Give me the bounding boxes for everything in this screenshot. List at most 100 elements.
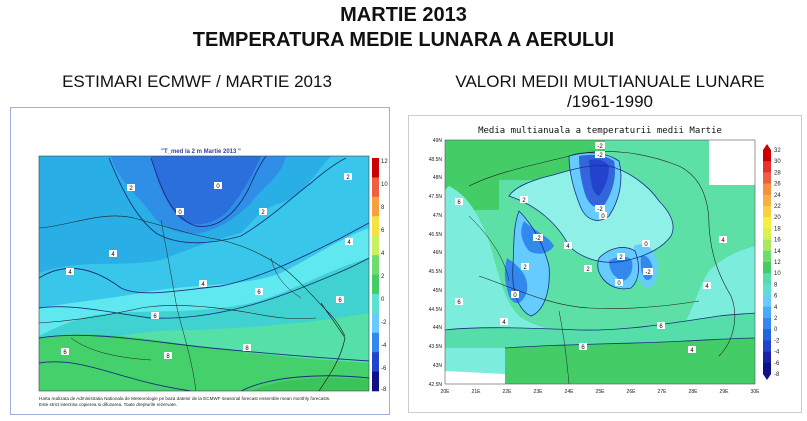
colorbar-swatch	[763, 172, 771, 184]
contour-label: 0	[617, 281, 621, 287]
lat-label: 44N	[433, 325, 443, 331]
colorbar-label: 8	[774, 282, 778, 288]
colorbar-label: -8	[774, 372, 780, 378]
lat-label: 46.5N	[429, 232, 443, 238]
colorbar-label: 8	[381, 205, 385, 211]
colorbar-swatch	[763, 239, 771, 252]
contour-label: 2	[586, 267, 590, 273]
colorbar-label: 6	[381, 228, 385, 234]
right-map-heading: VALORI MEDII MULTIANUALE LUNARE /1961-19…	[420, 72, 800, 112]
colorbar-label: 2	[381, 274, 385, 280]
contour-label: 2	[261, 210, 265, 216]
contour-label: -2	[597, 144, 603, 150]
colorbar-label: 4	[774, 305, 778, 311]
colorbar-label: 32	[774, 148, 781, 154]
lon-label: 28E	[689, 389, 699, 395]
colorbar-swatch	[763, 284, 771, 296]
colorbar-swatch	[372, 196, 379, 217]
contour-label: 0	[644, 242, 648, 248]
lon-label: 24E	[565, 389, 575, 395]
colorbar-label: 24	[774, 193, 781, 199]
colorbar-label: 0	[381, 297, 385, 303]
lon-label: 25E	[596, 389, 606, 395]
colorbar-swatch	[763, 183, 771, 196]
colorbar-swatch	[763, 351, 771, 364]
lon-label: 27E	[658, 389, 668, 395]
lon-label: 20E	[441, 389, 451, 395]
contour-label: 6	[581, 345, 585, 351]
ecmwf-map-title: "T_med la 2 m Martie 2013 "	[161, 149, 241, 155]
lon-label: 29E	[720, 389, 730, 395]
colorbar-swatch	[372, 158, 379, 178]
lat-label: 46N	[433, 250, 443, 256]
contour-label: -2	[597, 153, 603, 159]
multiannual-colorbar	[763, 144, 771, 380]
colorbar-swatch	[763, 340, 771, 352]
contour-label: 0	[178, 210, 182, 216]
contour-label: -2	[597, 207, 603, 213]
page-title: MARTIE 2013	[340, 4, 467, 26]
colorbar-label: 28	[774, 170, 781, 176]
colorbar-swatch	[372, 352, 379, 372]
page-subtitle: TEMPERATURA MEDIE LUNARA A AERULUI	[192, 29, 615, 51]
colorbar-label: -2	[774, 338, 780, 344]
colorbar-swatch	[763, 306, 771, 319]
multiannual-map: Media multianuala a temperaturii medii M…	[429, 126, 782, 395]
contour-label: 6	[457, 200, 461, 206]
colorbar-swatch	[763, 273, 771, 285]
colorbar-swatch	[372, 371, 379, 392]
lat-label: 45.5N	[429, 269, 443, 275]
colorbar-label: 10	[774, 271, 781, 277]
contour-label: 2	[346, 175, 350, 181]
multiannual-contour-labels: -2 -2 -2 -2 -2 0 0 0 0 2 2 2 2 4 4 4 4 4…	[455, 142, 727, 354]
colorbar-swatch	[372, 313, 379, 334]
colorbar-swatch	[763, 161, 771, 173]
colorbar-swatch	[372, 255, 379, 275]
colorbar-label: 0	[774, 327, 778, 333]
colorbar-swatch	[372, 293, 379, 314]
ecmwf-temperature-field: 0 0 2 2 2 4 4 4 4 6 6 6 6 8 8	[39, 156, 369, 391]
colorbar-label: -6	[381, 366, 387, 372]
lat-label: 42.5N	[429, 382, 443, 388]
footer-line: Este strict interzisa copierea si difuza…	[39, 402, 178, 407]
contour-label: 6	[153, 314, 157, 320]
contour-label: 6	[659, 324, 663, 330]
contour-label: 0	[216, 184, 220, 190]
colorbar-label: 10	[381, 182, 388, 188]
ecmwf-colorbar-labels: 12 10 8 6 4 2 0 -2 -4 -6 -8	[381, 159, 388, 393]
lat-label: 44.5N	[429, 307, 443, 313]
colorbar-min-arrow	[763, 374, 771, 380]
colorbar-label: 12	[381, 159, 388, 165]
colorbar-label: 14	[774, 249, 781, 255]
colorbar-swatch	[372, 235, 379, 256]
colorbar-swatch	[763, 150, 771, 162]
colorbar-label: -4	[381, 343, 387, 349]
contour-label: 2	[619, 255, 623, 261]
contour-label: 0	[601, 214, 605, 220]
colorbar-label: 12	[774, 260, 781, 266]
contour-label: 4	[721, 238, 725, 244]
contour-label: 4	[705, 284, 709, 290]
colorbar-label: -2	[381, 320, 387, 326]
colorbar-swatch	[763, 250, 771, 263]
colorbar-label: 18	[774, 226, 781, 232]
colorbar-label: 4	[381, 251, 385, 257]
colorbar-swatch	[763, 217, 771, 229]
contour-label: 4	[566, 244, 570, 250]
latitude-labels: 49N 48.5N 48N 47.5N 47N 46.5N 46N 45.5N …	[429, 138, 443, 388]
lon-label: 22E	[503, 389, 513, 395]
colorbar-label: 6	[774, 294, 778, 300]
contour-label: 2	[522, 198, 526, 204]
colorbar-swatch	[372, 216, 379, 236]
colorbar-swatch	[763, 206, 771, 218]
colorbar-swatch	[763, 295, 771, 308]
contour-label: 4	[201, 282, 205, 288]
colorbar-swatch	[763, 194, 771, 207]
colorbar-label: 16	[774, 238, 781, 244]
footer-line: Harta realizata de Administratia Nationa…	[39, 396, 331, 401]
colorbar-label: -4	[774, 350, 780, 356]
lat-label: 47N	[433, 213, 443, 219]
contour-label: 0	[513, 293, 517, 299]
colorbar-label: 30	[774, 159, 781, 165]
lat-label: 49N	[433, 138, 443, 144]
